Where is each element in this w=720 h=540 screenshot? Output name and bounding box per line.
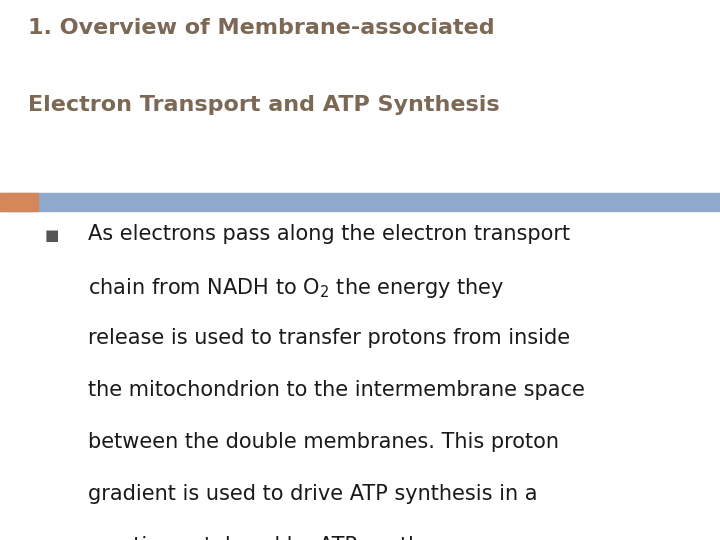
Text: between the double membranes. This proton: between the double membranes. This proto… — [88, 432, 559, 452]
Text: reaction catalyzed by ATP synthase: reaction catalyzed by ATP synthase — [88, 536, 458, 540]
Text: the mitochondrion to the intermembrane space: the mitochondrion to the intermembrane s… — [88, 380, 585, 400]
Text: chain from NADH to O$_2$ the energy they: chain from NADH to O$_2$ the energy they — [88, 276, 505, 300]
Text: As electrons pass along the electron transport: As electrons pass along the electron tra… — [88, 224, 570, 244]
Text: Electron Transport and ATP Synthesis: Electron Transport and ATP Synthesis — [28, 95, 500, 115]
Bar — [0, 193, 38, 211]
Text: release is used to transfer protons from inside: release is used to transfer protons from… — [88, 328, 570, 348]
Bar — [0, 193, 720, 211]
Text: 1. Overview of Membrane-associated: 1. Overview of Membrane-associated — [28, 18, 495, 38]
Text: gradient is used to drive ATP synthesis in a: gradient is used to drive ATP synthesis … — [88, 484, 538, 504]
Text: ■: ■ — [45, 228, 59, 243]
